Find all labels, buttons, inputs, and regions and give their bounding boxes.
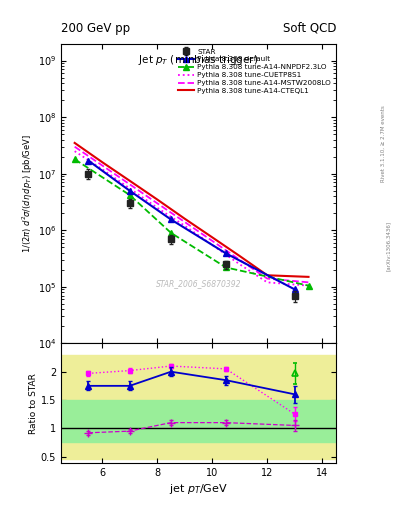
Legend: STAR, Pythia 8.308 default, Pythia 8.308 tune-A14-NNPDF2.3LO, Pythia 8.308 tune-: STAR, Pythia 8.308 default, Pythia 8.308… [177, 47, 332, 95]
Text: Rivet 3.1.10, ≥ 2.7M events: Rivet 3.1.10, ≥ 2.7M events [381, 105, 386, 182]
Pythia 8.308 tune-CUETP8S1 [155, 205, 160, 211]
Pythia 8.308 tune-A14-MSTW2008LO [127, 181, 132, 187]
Pythia 8.308 tune-A14-NNPDF2.3LO [127, 192, 132, 198]
Bar [61, 400, 336, 442]
Line: Pythia 8.308 default: Pythia 8.308 default [86, 158, 298, 292]
Pythia 8.308 tune-A14-NNPDF2.3LO [169, 230, 173, 236]
Pythia 8.308 tune-A14-MSTW2008LO [265, 275, 270, 282]
Pythia 8.308 tune-A14-NNPDF2.3LO [224, 264, 228, 270]
Pythia 8.308 tune-A14-MSTW2008LO [210, 238, 215, 244]
Pythia 8.308 tune-A14-NNPDF2.3LO [306, 283, 311, 289]
Pythia 8.308 tune-A14-CTEQL1 [306, 274, 311, 280]
Line: Pythia 8.308 tune-A14-NNPDF2.3LO: Pythia 8.308 tune-A14-NNPDF2.3LO [72, 157, 311, 288]
Text: Jet $p_T$ (minbias trigger): Jet $p_T$ (minbias trigger) [138, 53, 259, 67]
Text: Soft QCD: Soft QCD [283, 22, 336, 35]
Pythia 8.308 tune-CUETP8S1 [210, 242, 215, 248]
X-axis label: jet $p_T$/GeV: jet $p_T$/GeV [169, 482, 228, 497]
Pythia 8.308 tune-CUETP8S1 [306, 283, 311, 289]
Y-axis label: $1/(2\pi)\ d^2\!\sigma/(d\eta\,dp_T)$ [pb/GeV]: $1/(2\pi)\ d^2\!\sigma/(d\eta\,dp_T)$ [p… [20, 134, 35, 253]
Text: STAR_2006_S6870392: STAR_2006_S6870392 [156, 279, 241, 288]
Pythia 8.308 default [224, 250, 228, 257]
Pythia 8.308 tune-A14-CTEQL1 [182, 216, 187, 222]
Pythia 8.308 tune-A14-CTEQL1 [72, 140, 77, 146]
Pythia 8.308 tune-A14-NNPDF2.3LO [72, 156, 77, 162]
Line: Pythia 8.308 tune-A14-MSTW2008LO: Pythia 8.308 tune-A14-MSTW2008LO [75, 147, 309, 282]
Bar [61, 355, 336, 459]
Pythia 8.308 tune-A14-CTEQL1 [127, 178, 132, 184]
Pythia 8.308 tune-CUETP8S1 [72, 148, 77, 154]
Pythia 8.308 tune-A14-CTEQL1 [100, 159, 105, 165]
Pythia 8.308 tune-A14-CTEQL1 [210, 234, 215, 241]
Text: 200 GeV pp: 200 GeV pp [61, 22, 130, 35]
Pythia 8.308 tune-CUETP8S1 [100, 166, 105, 172]
Pythia 8.308 default [292, 286, 297, 292]
Pythia 8.308 tune-CUETP8S1 [182, 223, 187, 229]
Text: [arXiv:1306.3436]: [arXiv:1306.3436] [386, 221, 391, 271]
Y-axis label: Ratio to STAR: Ratio to STAR [29, 373, 38, 434]
Pythia 8.308 tune-A14-MSTW2008LO [72, 144, 77, 150]
Pythia 8.308 tune-CUETP8S1 [127, 185, 132, 191]
Pythia 8.308 tune-A14-CTEQL1 [155, 197, 160, 203]
Pythia 8.308 tune-CUETP8S1 [237, 261, 242, 267]
Pythia 8.308 tune-A14-CTEQL1 [265, 272, 270, 279]
Pythia 8.308 tune-CUETP8S1 [265, 279, 270, 285]
Pythia 8.308 default [86, 158, 91, 164]
Pythia 8.308 tune-A14-MSTW2008LO [237, 257, 242, 263]
Pythia 8.308 tune-A14-MSTW2008LO [155, 200, 160, 206]
Line: Pythia 8.308 tune-CUETP8S1: Pythia 8.308 tune-CUETP8S1 [75, 151, 309, 286]
Pythia 8.308 tune-A14-MSTW2008LO [182, 219, 187, 225]
Pythia 8.308 tune-A14-CTEQL1 [237, 253, 242, 259]
Pythia 8.308 tune-A14-MSTW2008LO [306, 279, 311, 285]
Pythia 8.308 default [127, 188, 132, 194]
Line: Pythia 8.308 tune-A14-CTEQL1: Pythia 8.308 tune-A14-CTEQL1 [75, 143, 309, 277]
Pythia 8.308 default [169, 217, 173, 223]
Pythia 8.308 tune-A14-MSTW2008LO [100, 162, 105, 168]
